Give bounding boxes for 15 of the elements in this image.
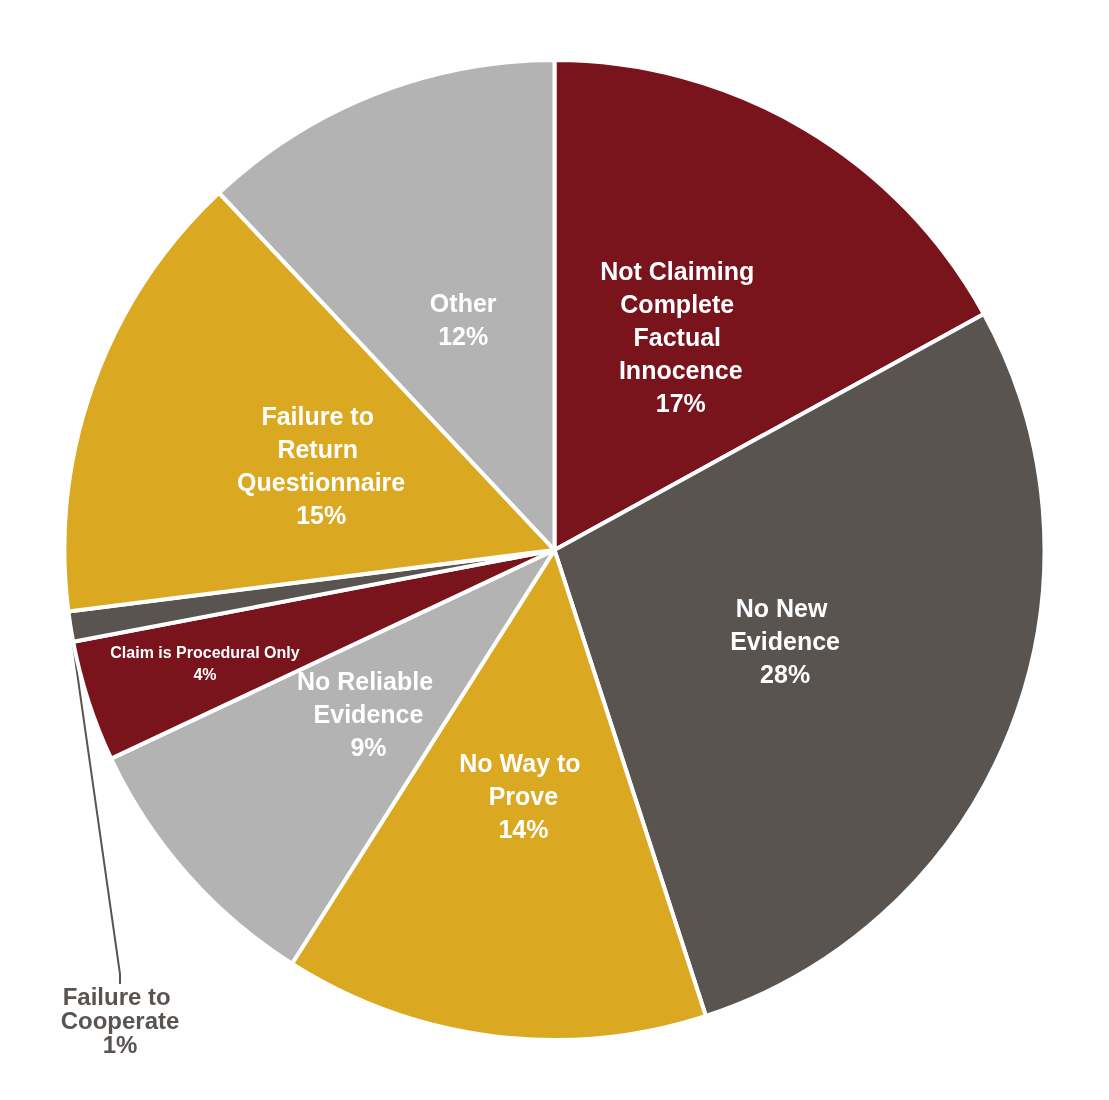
- data-label: 12%: [438, 321, 489, 350]
- data-label: 4%: [193, 666, 217, 684]
- data-label: 15%: [296, 501, 347, 530]
- slice-label: No Way to Prove: [459, 749, 588, 811]
- slice-label: No Reliable Evidence: [296, 667, 441, 729]
- data-label: 9%: [350, 733, 387, 762]
- slice-label: No New Evidence: [730, 594, 841, 656]
- data-label: 28%: [760, 660, 811, 689]
- data-label: 17%: [655, 388, 706, 417]
- slice-label: Failure to Cooperate: [60, 982, 180, 1034]
- slice-label: Claim is Procedural Only: [110, 644, 300, 662]
- slice-label: Not Claiming Complete Factual Innocence: [600, 256, 762, 384]
- data-label: 14%: [498, 815, 549, 844]
- slice-label: Other: [429, 288, 497, 317]
- slice-label: Failure to Return Questionnaire: [237, 402, 406, 497]
